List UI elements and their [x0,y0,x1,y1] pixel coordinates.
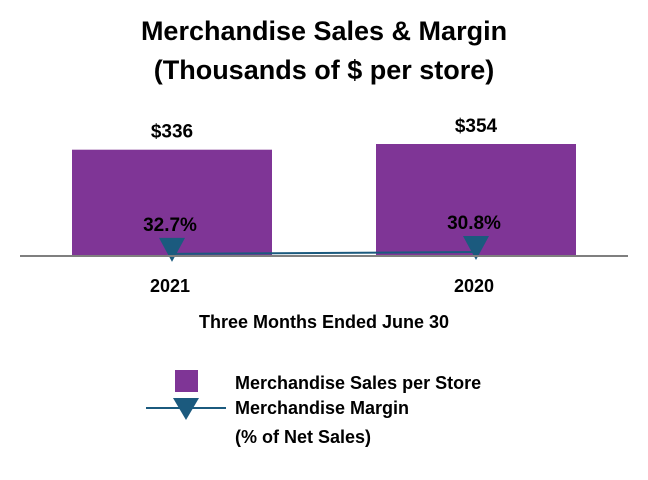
margin-line [171,251,477,255]
legend-marker-swatch [173,398,199,420]
bar-value-label-2021: $336 [151,122,193,143]
chart-title-line-2: (Thousands of $ per store) [154,55,495,85]
margin-marker-2020 [463,236,489,260]
legend: Merchandise Sales per Store Merchandise … [146,370,481,447]
margin-marker-2021 [159,237,185,262]
x-axis-ticks: 2021 2020 [150,276,494,296]
legend-line-label-line-1: Merchandise Margin [235,398,409,418]
chart-title-line-1: Merchandise Sales & Margin [141,16,507,46]
legend-bar-label: Merchandise Sales per Store [235,373,481,393]
legend-bar-swatch [175,370,198,392]
legend-line-label-line-2: (% of Net Sales) [235,427,371,447]
margin-value-label-2020: 30.8% [447,213,501,234]
x-tick-label-2021: 2021 [150,276,190,296]
margin-value-label-2021: 32.7% [143,215,197,236]
x-axis-label: Three Months Ended June 30 [199,312,449,332]
x-tick-label-2020: 2020 [454,276,494,296]
plot-area: $336 $354 32.7% 30.8% [72,116,576,262]
bar-value-label-2020: $354 [455,116,498,137]
